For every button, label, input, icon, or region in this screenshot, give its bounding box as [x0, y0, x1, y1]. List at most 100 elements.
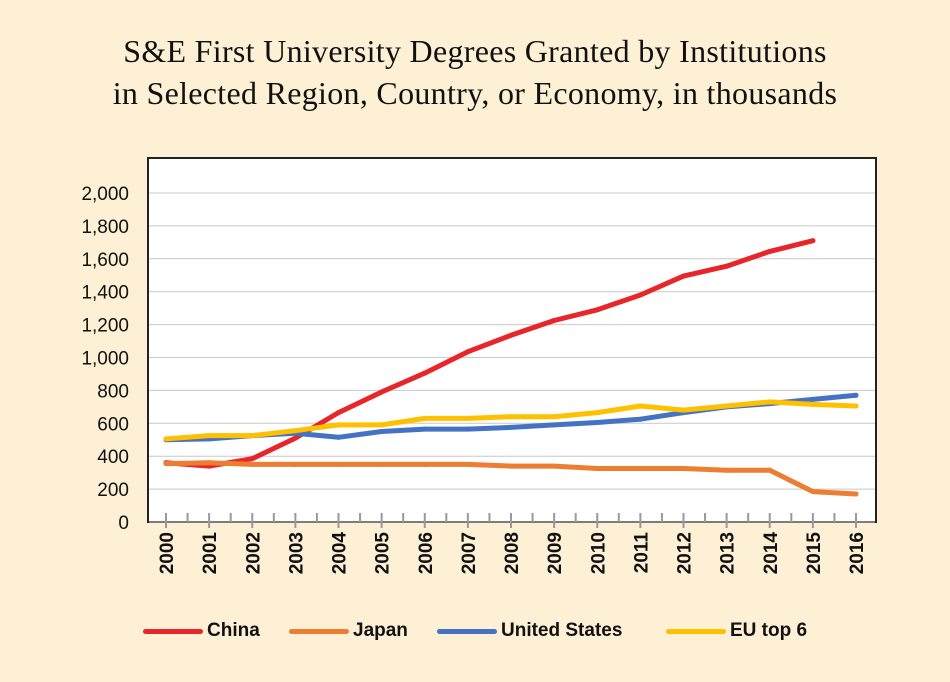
x-tick-label-2012: 2012 — [675, 532, 696, 574]
legend-item-united-states: United States — [437, 618, 622, 644]
data-point-eu-top-6-2012 — [681, 407, 686, 413]
data-point-japan-2016 — [853, 491, 859, 497]
x-tick-label-2013: 2013 — [718, 532, 739, 574]
y-tick-label-400: 400 — [97, 447, 129, 468]
data-point-china-2013 — [724, 263, 730, 269]
legend-label-united-states: United States — [501, 620, 623, 641]
data-point-japan-2007 — [465, 461, 471, 467]
x-tick-label-2000: 2000 — [157, 532, 178, 574]
data-point-china-2007 — [465, 349, 471, 355]
data-point-china-2012 — [681, 273, 686, 279]
data-point-china-2015 — [810, 238, 816, 244]
data-point-eu-top-6-2011 — [637, 403, 643, 409]
data-point-japan-2012 — [681, 466, 686, 472]
legend-item-eu-top-6: EU top 6 — [666, 618, 807, 644]
data-point-japan-2002 — [249, 461, 255, 467]
y-tick-label-200: 200 — [97, 480, 129, 501]
chart-title: S&E First University Degrees Granted by … — [0, 30, 950, 114]
y-tick-label-1000: 1,000 — [81, 349, 129, 370]
data-point-china-2010 — [594, 307, 600, 313]
chart-title-line-2: in Selected Region, Country, or Economy,… — [112, 75, 838, 111]
data-point-china-2009 — [551, 317, 557, 323]
y-tick-label-1400: 1,400 — [81, 283, 129, 304]
legend-swatch-china — [143, 628, 203, 634]
data-point-china-2014 — [767, 248, 773, 254]
x-tick-label-2006: 2006 — [416, 532, 437, 574]
data-point-united-states-2010 — [594, 419, 600, 425]
data-point-united-states-2008 — [508, 424, 514, 430]
data-point-japan-2011 — [637, 466, 643, 472]
data-point-eu-top-6-2016 — [853, 403, 859, 409]
data-point-united-states-2004 — [336, 434, 341, 440]
legend: China Japan United States EU top 6 — [0, 618, 950, 644]
data-point-united-states-2009 — [551, 422, 557, 428]
x-tick-label-2003: 2003 — [286, 532, 307, 574]
y-tick-label-1200: 1,200 — [81, 316, 129, 337]
data-point-united-states-2007 — [465, 426, 471, 432]
y-tick-label-1600: 1,600 — [81, 250, 129, 271]
x-tick-label-2007: 2007 — [459, 532, 480, 574]
y-tick-label-2000: 2,000 — [81, 184, 129, 205]
x-tick-label-2009: 2009 — [545, 532, 566, 574]
data-point-china-2005 — [379, 389, 385, 395]
legend-label-china: China — [207, 620, 260, 641]
x-tick-label-2014: 2014 — [761, 532, 782, 575]
legend-label-eu-top-6: EU top 6 — [730, 620, 808, 641]
data-point-united-states-2005 — [379, 429, 385, 435]
data-point-japan-2004 — [336, 461, 341, 467]
data-point-eu-top-6-2001 — [206, 433, 212, 439]
x-tick-label-2005: 2005 — [373, 532, 394, 575]
data-point-china-2004 — [336, 410, 341, 416]
data-point-eu-top-6-2009 — [551, 414, 557, 420]
data-point-japan-2001 — [206, 460, 212, 466]
data-point-japan-2003 — [292, 461, 298, 467]
data-point-eu-top-6-2013 — [724, 403, 730, 409]
data-point-japan-2000 — [163, 461, 169, 467]
chart-title-line-1: S&E First University Degrees Granted by … — [123, 33, 827, 69]
legend-swatch-eu-top-6 — [666, 628, 726, 634]
data-point-eu-top-6-2000 — [163, 436, 169, 442]
data-point-japan-2006 — [422, 461, 428, 467]
data-point-japan-2010 — [594, 466, 600, 472]
data-point-japan-2015 — [810, 489, 816, 495]
data-point-china-2006 — [422, 370, 428, 376]
data-point-china-2003 — [292, 435, 298, 441]
data-point-japan-2008 — [508, 463, 514, 469]
x-tick-label-2015: 2015 — [804, 532, 825, 575]
x-tick-label-2004: 2004 — [330, 532, 351, 575]
y-tick-label-600: 600 — [97, 414, 129, 435]
data-point-eu-top-6-2006 — [422, 415, 428, 421]
data-point-eu-top-6-2005 — [379, 422, 385, 428]
data-point-eu-top-6-2007 — [465, 415, 471, 421]
legend-swatch-united-states — [437, 628, 497, 634]
data-point-united-states-2016 — [853, 392, 859, 398]
data-point-japan-2005 — [379, 461, 385, 467]
y-tick-label-1800: 1,800 — [81, 217, 129, 238]
data-point-united-states-2015 — [810, 396, 816, 402]
legend-item-china: China — [143, 618, 260, 644]
x-tick-label-2010: 2010 — [588, 532, 609, 574]
data-point-china-2011 — [637, 292, 643, 298]
data-point-china-2008 — [508, 332, 514, 338]
y-tick-label-800: 800 — [97, 381, 129, 402]
data-point-united-states-2011 — [637, 416, 643, 422]
data-point-eu-top-6-2008 — [508, 414, 514, 420]
data-point-japan-2014 — [767, 467, 773, 473]
legend-label-japan: Japan — [353, 620, 408, 641]
data-point-japan-2013 — [724, 467, 730, 473]
series-line-china — [163, 238, 816, 469]
legend-item-japan: Japan — [289, 618, 408, 644]
x-tick-label-2002: 2002 — [243, 532, 264, 574]
legend-swatch-japan — [289, 628, 349, 634]
data-point-china-2002 — [249, 456, 255, 462]
data-point-eu-top-6-2014 — [767, 399, 773, 405]
data-point-eu-top-6-2010 — [594, 410, 600, 416]
data-point-eu-top-6-2015 — [810, 401, 816, 407]
x-tick-label-2001: 2001 — [200, 532, 221, 575]
data-point-united-states-2006 — [422, 426, 428, 432]
data-point-eu-top-6-2003 — [292, 428, 298, 434]
data-point-japan-2009 — [551, 463, 557, 469]
series-line-eu-top-6 — [163, 399, 859, 442]
data-point-eu-top-6-2004 — [336, 422, 341, 428]
